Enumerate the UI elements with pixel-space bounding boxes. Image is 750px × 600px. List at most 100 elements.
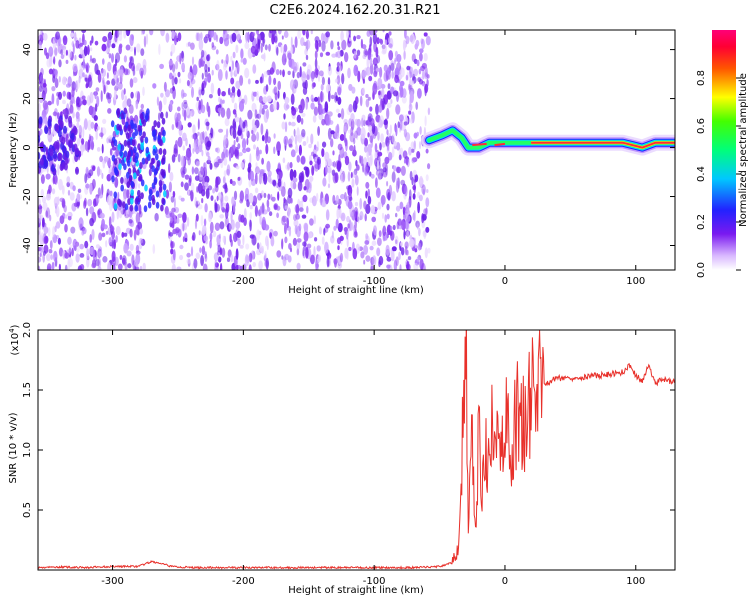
noise-point: [107, 61, 112, 72]
noise-point: [314, 237, 318, 242]
noise-point: [49, 214, 52, 222]
noise-point: [138, 174, 143, 181]
noise-point: [386, 180, 389, 187]
noise-point: [332, 161, 336, 168]
noise-point: [96, 95, 100, 108]
noise-point: [370, 205, 376, 214]
noise-point: [49, 148, 54, 157]
noise-point: [421, 38, 425, 50]
noise-point: [258, 109, 261, 120]
noise-point: [388, 37, 391, 44]
noise-point: [117, 191, 120, 200]
noise-point: [155, 190, 160, 198]
noise-point: [70, 32, 75, 38]
snr-panel: -300 -200 -100 0 100 0.5 1.0 1.5 2.0 Height of s…: [8, 322, 676, 596]
noise-point: [196, 96, 199, 102]
noise-point: [142, 262, 146, 270]
noise-point: [101, 143, 104, 154]
noise-point: [94, 40, 99, 46]
noise-point: [230, 210, 233, 223]
noise-point: [413, 58, 418, 64]
noise-point: [419, 126, 422, 135]
noise-point: [423, 53, 428, 62]
noise-point: [45, 173, 51, 180]
noise-point: [137, 228, 140, 236]
noise-point: [268, 211, 273, 217]
colorbar-tick-label: 0.8: [696, 70, 707, 86]
noise-point: [219, 221, 225, 230]
noise-point: [409, 71, 413, 79]
noise-point: [130, 119, 134, 127]
noise-point: [123, 68, 129, 76]
noise-point: [201, 198, 204, 204]
spectrogram-x-tick-label: 0: [502, 276, 508, 287]
noise-point: [273, 230, 278, 237]
noise-point: [108, 53, 112, 59]
noise-point: [258, 260, 263, 270]
noise-point: [371, 240, 377, 246]
noise-point: [121, 231, 125, 238]
noise-point: [232, 109, 237, 115]
noise-point: [361, 117, 364, 128]
noise-point: [172, 228, 177, 235]
noise-point: [70, 226, 76, 234]
noise-point: [146, 108, 150, 116]
noise-point: [87, 198, 93, 207]
noise-point: [161, 157, 165, 165]
noise-point: [290, 93, 295, 105]
noise-point: [113, 166, 118, 174]
noise-point: [162, 169, 166, 177]
noise-point: [311, 165, 315, 176]
noise-point: [143, 205, 148, 213]
noise-point: [256, 90, 259, 101]
noise-point: [380, 133, 384, 143]
noise-point: [72, 111, 75, 119]
noise-point: [408, 146, 412, 156]
noise-point: [254, 109, 258, 120]
noise-point: [113, 71, 118, 82]
noise-point: [348, 246, 352, 252]
noise-point: [325, 209, 330, 221]
noise-point: [168, 163, 171, 174]
noise-point: [133, 69, 136, 76]
noise-point: [354, 228, 358, 237]
noise-point: [347, 171, 351, 182]
noise-point: [83, 39, 87, 46]
noise-point: [401, 218, 407, 231]
noise-point: [79, 253, 85, 258]
noise-point: [95, 258, 100, 267]
noise-point: [333, 258, 338, 265]
noise-point: [223, 170, 227, 177]
noise-point: [62, 90, 66, 97]
noise-point: [117, 263, 123, 270]
noise-point: [388, 31, 392, 36]
noise-point: [222, 184, 228, 189]
noise-point: [242, 234, 245, 246]
noise-point: [153, 176, 158, 184]
noise-point: [65, 83, 71, 88]
noise-point: [263, 255, 267, 262]
noise-point: [200, 215, 204, 227]
noise-point: [421, 213, 425, 224]
noise-point: [153, 168, 158, 176]
noise-point: [259, 214, 262, 225]
noise-point: [391, 133, 396, 144]
noise-point: [290, 149, 296, 158]
noise-point: [227, 249, 232, 258]
noise-point: [72, 43, 75, 55]
noise-point: [314, 67, 319, 79]
noise-point: [89, 55, 93, 62]
noise-point: [337, 46, 341, 51]
noise-point: [218, 128, 224, 133]
noise-point: [134, 178, 138, 190]
noise-point: [91, 262, 97, 269]
noise-point: [409, 91, 414, 103]
noise-point: [251, 102, 257, 112]
noise-point: [57, 152, 62, 161]
noise-point: [229, 152, 232, 162]
noise-point: [231, 196, 235, 206]
noise-point: [39, 245, 44, 253]
noise-point: [129, 228, 133, 238]
noise-point: [53, 151, 58, 160]
noise-point: [306, 69, 311, 80]
